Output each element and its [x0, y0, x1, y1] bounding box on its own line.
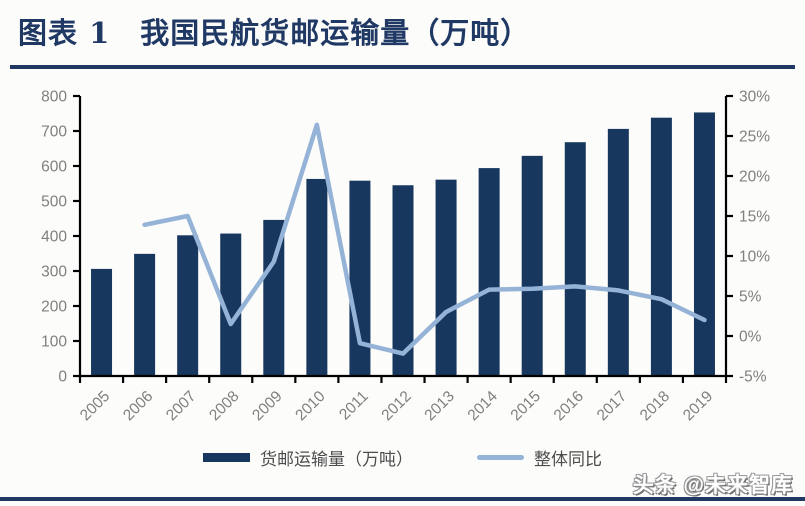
bar-2017 [607, 128, 629, 376]
right-axis-tick-label: -5% [739, 369, 767, 386]
left-axis-tick-label: 800 [41, 89, 67, 106]
left-axis-tick-label: 400 [41, 229, 67, 246]
left-axis-tick-label: 100 [41, 334, 67, 351]
yoy-line [142, 122, 707, 356]
legend-item-cargo-volume: 货邮运输量（万吨） [203, 445, 413, 470]
left-axis-tick-label: 200 [41, 299, 67, 316]
right-axis-tick-label: 20% [739, 169, 770, 186]
bar-2008 [220, 233, 242, 376]
bar-2016 [564, 142, 586, 376]
x-axis-label-2008: 2008 [206, 388, 242, 424]
bar-2013 [435, 179, 457, 376]
legend-line-label: 整体同比 [534, 449, 602, 469]
legend-bar-label: 货邮运输量（万吨） [260, 449, 413, 469]
title-divider [10, 65, 795, 69]
legend-line-swatch [477, 454, 524, 460]
x-axis-label-2017: 2017 [594, 388, 630, 424]
bar-2018 [650, 117, 672, 376]
left-axis-tick-label: 0 [58, 369, 67, 386]
x-axis-label-2016: 2016 [551, 388, 587, 424]
right-axis-tick-label: 10% [739, 249, 770, 266]
x-axis-label-2005: 2005 [77, 388, 113, 424]
bar-2005 [91, 268, 113, 376]
x-axis-label-2009: 2009 [249, 388, 285, 424]
bar-2007 [177, 235, 199, 376]
left-axis-tick-label: 600 [41, 159, 67, 176]
x-axis-label-2019: 2019 [680, 388, 716, 424]
chart-legend: 货邮运输量（万吨） 整体同比 [0, 442, 805, 472]
chart-svg: 0 100 200 300 400 500 600 700 800 -5% 0% 5% 10% 15% 20… [41, 89, 770, 425]
bar-2015 [521, 155, 543, 376]
x-axis-label-2015: 2015 [508, 388, 544, 424]
left-axis-tick-label: 700 [41, 124, 67, 141]
x-axis-label-2012: 2012 [378, 388, 414, 424]
bar-2006 [134, 253, 156, 376]
bottom-divider [0, 497, 805, 501]
bar-2010 [306, 178, 328, 376]
right-axis-tick-label: 15% [739, 209, 770, 226]
watermark: 头条 @未来智库 [632, 474, 793, 497]
right-axis-tick-label: 25% [739, 129, 770, 146]
x-axis-label-2011: 2011 [336, 388, 372, 424]
figure-title: 图表 1 我国民航货邮运输量（万吨） [18, 16, 531, 50]
legend-item-yoy-growth: 整体同比 [477, 445, 602, 470]
right-axis-tick-label: 0% [739, 329, 762, 346]
x-axis-label-2013: 2013 [421, 388, 457, 424]
x-axis-label-2010: 2010 [292, 388, 329, 425]
bar-2012 [392, 185, 414, 376]
x-axis-label-2014: 2014 [465, 388, 502, 425]
axes [73, 94, 733, 383]
legend-bar-swatch [203, 452, 250, 462]
chart-area: 0 100 200 300 400 500 600 700 800 -5% 0% 5% 10% 15% 20… [0, 69, 805, 472]
x-axis-label-2018: 2018 [637, 388, 673, 424]
left-axis-tick-label: 500 [41, 194, 67, 211]
bar-2009 [263, 219, 285, 376]
bar-2014 [478, 168, 500, 376]
x-axis-label-2006: 2006 [120, 388, 156, 424]
left-axis-tick-label: 300 [41, 264, 67, 281]
right-axis-tick-label: 30% [739, 89, 770, 106]
right-axis-tick-label: 5% [739, 289, 762, 306]
x-axis-label-2007: 2007 [163, 388, 199, 424]
bar-2019 [693, 112, 715, 376]
